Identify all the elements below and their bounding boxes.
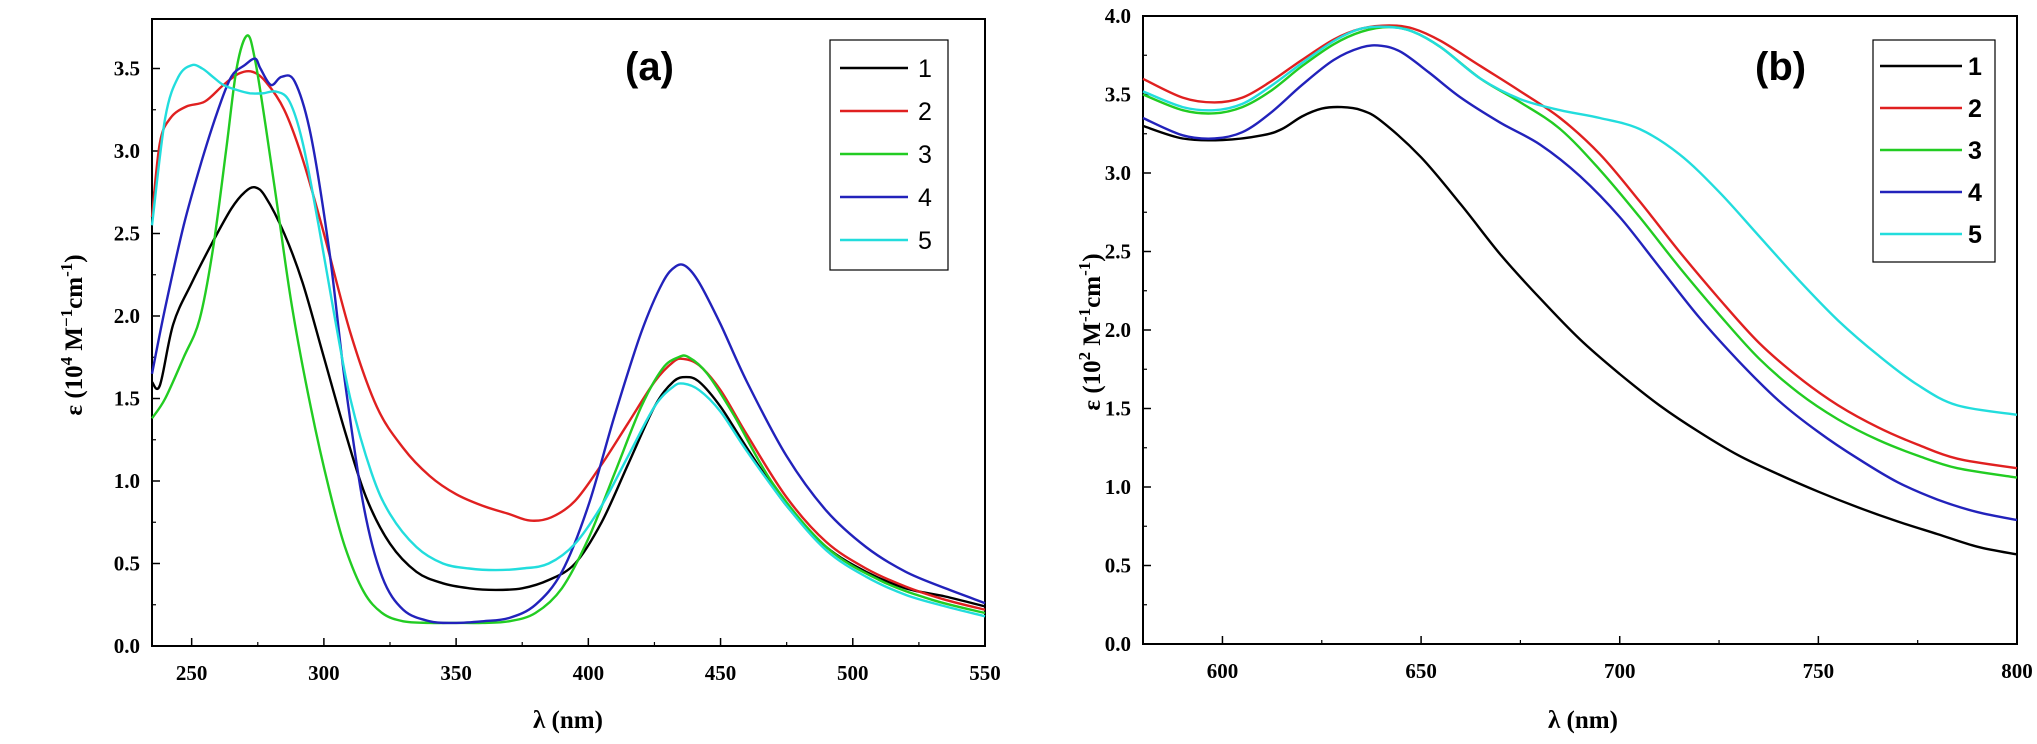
x-tick-label: 350: [440, 661, 472, 685]
x-tick-label: 700: [1604, 659, 1636, 683]
x-axis-label-b: λ (nm): [1548, 707, 1618, 734]
legend-label-5: 5: [918, 227, 932, 255]
legend-label-3: 3: [918, 141, 932, 169]
series-line-5: [150, 63, 986, 618]
y-label-b-base: ε (10: [1079, 360, 1106, 410]
panel-label-a: (a): [625, 45, 674, 89]
y-tick-label: 3.0: [114, 139, 140, 163]
legend-label-3: 3: [1968, 137, 1982, 165]
series-line-3: [1142, 25, 2018, 479]
legend-label-1: 1: [1968, 53, 1982, 81]
series-line-1: [1142, 105, 2018, 556]
series-line-1: [151, 185, 986, 608]
y-label-a-mid: M: [61, 327, 88, 357]
y-label-b-mid2: cm: [1079, 276, 1106, 308]
panel-a: 250 300 350 400 450 500 550 0.0 0.5 1.0 1.5 2.0 2.5 3…: [57, 18, 1001, 734]
legend-label-4: 4: [918, 184, 932, 212]
series-line-5: [1142, 25, 2018, 416]
y-label-b-end: ): [1079, 253, 1106, 261]
y-label-a-end: ): [61, 254, 88, 262]
y-tick-label: 2.0: [114, 304, 140, 328]
series-group-a: [150, 34, 986, 625]
y-label-b-sup3: -1: [1075, 262, 1094, 276]
y-tick-label: 4.0: [1105, 4, 1131, 28]
axis-ticks-b: 600 650 700 750 800 0.0 0.5 1.0 1.5 2.0 2.5 3.0 3.5 4…: [1105, 4, 2033, 683]
x-tick-label: 750: [1803, 659, 1835, 683]
panel-b: 600 650 700 750 800 0.0 0.5 1.0 1.5 2.0 2.5 3.0 3.5 4…: [1075, 4, 2033, 734]
y-tick-label: 1.5: [114, 387, 140, 411]
legend-a: 1 2 3 4 5: [840, 55, 932, 255]
y-label-a-sup1: 4: [57, 356, 76, 365]
y-tick-label: 3.0: [1105, 161, 1131, 185]
plot-frame-a: [151, 18, 986, 647]
y-axis-label-b: ε (102 M-1cm-1): [1075, 253, 1106, 410]
y-tick-label: 3.5: [1105, 83, 1131, 107]
y-label-b-sup2: -1: [1075, 308, 1094, 322]
y-tick-label: 2.5: [114, 222, 140, 246]
y-axis-label-a: ε (104 M−1cm-1): [57, 254, 88, 415]
y-label-b-mid: M: [1079, 322, 1106, 352]
y-label-a-sup3: -1: [57, 263, 76, 277]
x-tick-label: 800: [2001, 659, 2033, 683]
y-tick-label: 2.0: [1105, 318, 1131, 342]
legend-label-2: 2: [918, 98, 932, 126]
y-tick-label: 2.5: [1105, 240, 1131, 264]
y-tick-label: 0.5: [114, 552, 140, 576]
axis-ticks-a: 250 300 350 400 450 500 550 0.0 0.5 1.0 1.5 2.0 2.5 3…: [114, 57, 1001, 686]
y-tick-label: 0.5: [1105, 554, 1131, 578]
y-tick-label: 1.5: [1105, 397, 1131, 421]
y-label-a-base: ε (10: [61, 365, 88, 415]
x-tick-label: 550: [969, 661, 1001, 685]
y-tick-label: 1.0: [1105, 475, 1131, 499]
y-tick-label: 0.0: [114, 634, 140, 658]
y-tick-label: 3.5: [114, 57, 140, 81]
x-tick-label: 400: [573, 661, 605, 685]
legend-label-2: 2: [1968, 95, 1982, 123]
legend-b: 1 2 3 4 5: [1880, 53, 1982, 249]
y-tick-label: 0.0: [1105, 632, 1131, 656]
panel-label-b: (b): [1755, 45, 1806, 89]
x-tick-label: 300: [308, 661, 340, 685]
legend-label-5: 5: [1968, 221, 1982, 249]
x-axis-label-a: λ (nm): [533, 707, 603, 734]
series-group-b: [1142, 24, 2018, 556]
series-line-4: [1142, 44, 2018, 522]
x-tick-label: 250: [176, 661, 208, 685]
legend-label-1: 1: [918, 55, 932, 83]
series-line-2: [150, 69, 986, 611]
x-tick-label: 600: [1207, 659, 1239, 683]
legend-label-4: 4: [1968, 179, 1982, 207]
y-tick-label: 1.0: [114, 469, 140, 493]
x-tick-label: 650: [1405, 659, 1437, 683]
y-label-b-sup1: 2: [1075, 352, 1094, 361]
series-line-4: [150, 57, 986, 625]
x-tick-label: 500: [837, 661, 869, 685]
y-label-a-sup2: −1: [57, 309, 76, 327]
series-line-2: [1142, 24, 2018, 470]
x-tick-label: 450: [705, 661, 737, 685]
y-label-a-mid2: cm: [61, 277, 88, 309]
